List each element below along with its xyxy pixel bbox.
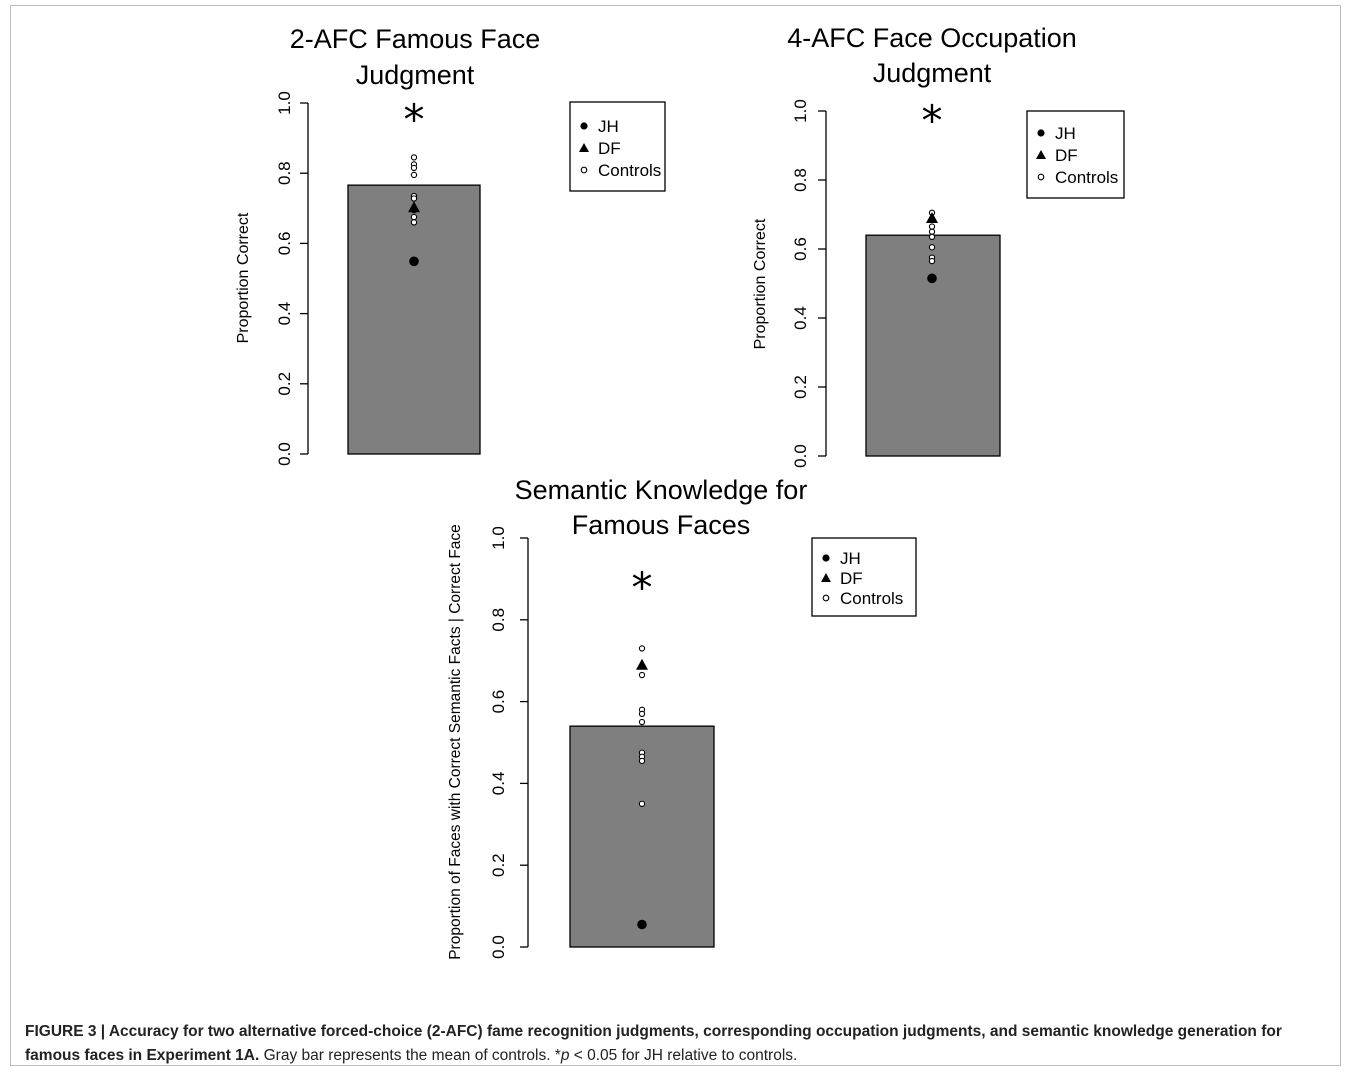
control-point (410, 154, 418, 161)
y-tick-label: 0.8 (275, 161, 294, 185)
y-tick-label: 0.4 (275, 302, 294, 326)
legend-marker-df (1036, 150, 1046, 159)
y-axis-ticks: 0.0 0.2 0.4 0.6 0.8 1.0 (489, 526, 528, 959)
legend-marker-df (821, 573, 831, 582)
jh-point (637, 919, 647, 930)
df-point (636, 658, 648, 670)
panel-title-line-2: Judgment (873, 58, 992, 88)
jh-point (409, 256, 419, 267)
legend-marker-jh (580, 122, 588, 130)
y-tick-label: 0.4 (791, 306, 810, 330)
data-points (408, 154, 420, 267)
y-axis-ticks: 0.0 0.2 0.4 0.6 0.8 1.0 (275, 91, 308, 466)
y-tick-label: 0.2 (489, 853, 508, 877)
legend-label-jh: JH (840, 549, 861, 568)
jh-point (927, 273, 937, 284)
caption-bold: FIGURE 3 | Accuracy for two alternative … (25, 1023, 1282, 1064)
y-tick-label: 0.2 (791, 375, 810, 399)
control-point (638, 710, 646, 718)
y-axis-label: Proportion Correct (235, 212, 252, 343)
y-axis-label: Proportion of Faces with Correct Semanti… (447, 524, 464, 960)
panel-title-line-2: Judgment (356, 60, 475, 90)
control-point (638, 671, 646, 679)
y-tick-label: 0.2 (275, 372, 294, 396)
y-tick-label: 0.4 (489, 772, 508, 796)
control-point (928, 244, 936, 251)
y-tick-label: 1.0 (791, 99, 810, 123)
y-tick-label: 1.0 (489, 526, 508, 550)
df-point (408, 201, 420, 213)
y-tick-label: 0.8 (791, 168, 810, 192)
y-tick-label: 0.6 (489, 690, 508, 714)
control-point (638, 718, 646, 726)
control-point (638, 645, 646, 652)
panel-2afc-famous-face: 2-AFC Famous Face Judgment Proportion Co… (235, 24, 666, 466)
legend-label-df: DF (598, 139, 621, 158)
control-point (928, 228, 936, 235)
significance-asterisk: * (632, 563, 653, 612)
control-point (410, 164, 418, 172)
figure-caption: FIGURE 3 | Accuracy for two alternative … (25, 1020, 1325, 1068)
significance-asterisk: * (404, 95, 425, 144)
legend-marker-df (579, 143, 589, 152)
legend-label-jh: JH (598, 117, 619, 136)
figure-canvas: 2-AFC Famous Face Judgment Proportion Co… (235, 23, 1125, 960)
y-tick-label: 1.0 (275, 91, 294, 115)
legend-marker-controls (580, 166, 588, 174)
legend-box (811, 537, 917, 617)
figure-frame (10, 5, 1341, 1066)
legend-label-controls: Controls (1055, 168, 1118, 187)
y-axis-label: Proportion Correct (752, 218, 769, 349)
legend-label-controls: Controls (598, 161, 661, 180)
legend-marker-jh (1037, 129, 1045, 137)
control-point (638, 800, 646, 807)
df-point (926, 211, 938, 223)
panel-4afc-face-occupation: 4-AFC Face Occupation Judgment Proportio… (752, 23, 1125, 468)
panel-title-line-1: Semantic Knowledge for (515, 475, 808, 505)
legend-label-jh: JH (1055, 124, 1076, 143)
legend-marker-controls (1037, 173, 1045, 181)
panel-title-line-1: 4-AFC Face Occupation (787, 23, 1077, 53)
mean-bar-controls (865, 234, 1001, 457)
caption-text-2: < 0.05 for JH relative to controls. (569, 1047, 798, 1064)
y-axis-ticks: 0.0 0.2 0.4 0.6 0.8 1.0 (791, 99, 826, 468)
y-tick-label: 0.0 (489, 935, 508, 959)
y-tick-label: 0.6 (275, 232, 294, 256)
control-point (410, 213, 418, 221)
panel-title-line-1: 2-AFC Famous Face (290, 24, 541, 54)
y-tick-label: 0.0 (275, 442, 294, 466)
control-point (410, 195, 418, 202)
y-tick-label: 0.6 (791, 237, 810, 261)
legend-label-df: DF (1055, 146, 1078, 165)
control-point (928, 257, 936, 265)
panel-title-line-2: Famous Faces (572, 510, 751, 540)
significance-asterisk: * (922, 96, 943, 145)
control-point (638, 757, 646, 765)
panel-semantic-knowledge: Semantic Knowledge for Famous Faces Prop… (447, 475, 917, 960)
legend: JH DF Controls (569, 101, 666, 192)
legend: JH DF Controls (1026, 110, 1125, 199)
data-points (926, 209, 938, 284)
legend-label-df: DF (840, 569, 863, 588)
control-point (410, 171, 418, 179)
legend-marker-jh (822, 554, 830, 562)
y-tick-label: 0.8 (489, 608, 508, 632)
control-point (928, 223, 936, 230)
data-points (636, 645, 648, 930)
y-tick-label: 0.0 (791, 444, 810, 468)
caption-italic-p: p (560, 1047, 570, 1064)
control-point (410, 219, 418, 226)
legend-label-controls: Controls (840, 589, 903, 608)
mean-bar-controls (347, 184, 481, 455)
legend-marker-controls (822, 594, 830, 602)
caption-text-1: Gray bar represents the mean of controls… (259, 1047, 561, 1064)
control-point (928, 233, 936, 241)
